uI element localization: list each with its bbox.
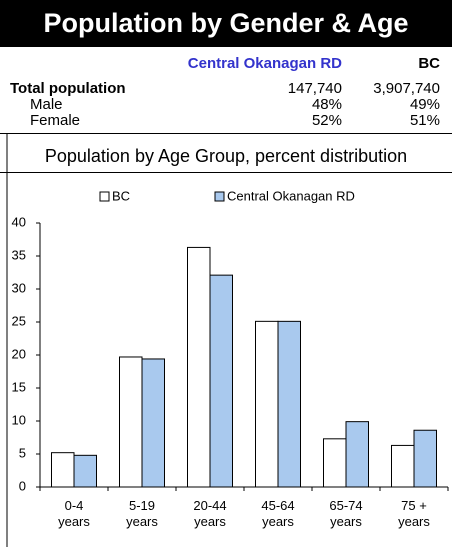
column-header: Central Okanagan RD xyxy=(187,55,342,72)
cell: 48% xyxy=(311,96,342,113)
bar xyxy=(413,429,437,488)
x-tick-label: 20-44 years xyxy=(193,498,227,529)
legend-label: BC xyxy=(112,188,130,203)
bar xyxy=(345,421,369,488)
divider xyxy=(0,172,452,173)
title: Population by Gender & Age xyxy=(0,0,452,47)
bar xyxy=(51,452,75,488)
row-label: Male xyxy=(30,96,63,113)
y-tick-label: 20 xyxy=(12,346,26,361)
bar xyxy=(323,438,347,488)
legend-swatch xyxy=(99,191,110,202)
y-tick-label: 0 xyxy=(19,478,26,493)
cell: 3,907,740 xyxy=(373,80,440,97)
bar xyxy=(255,320,279,488)
y-tick-label: 10 xyxy=(12,412,26,427)
legend-swatch xyxy=(214,191,225,202)
y-tick-label: 25 xyxy=(12,313,26,328)
column-header: BC xyxy=(418,55,440,72)
cell: 52% xyxy=(311,112,342,129)
cell: 49% xyxy=(409,96,440,113)
y-tick-label: 5 xyxy=(19,445,26,460)
chart-title: Population by Age Group, percent distrib… xyxy=(44,146,408,166)
bar xyxy=(391,444,415,488)
y-tick-label: 30 xyxy=(12,280,26,295)
x-tick-label: 75 + years xyxy=(398,498,430,529)
x-tick-label: 65-74 years xyxy=(329,498,363,529)
bar xyxy=(73,454,97,488)
bar xyxy=(277,320,301,488)
y-tick-label: 15 xyxy=(12,379,26,394)
cell: 51% xyxy=(409,112,440,129)
x-tick-label: 5-19 years xyxy=(126,498,158,529)
cell: 147,740 xyxy=(287,80,342,97)
bar xyxy=(119,356,143,488)
bar xyxy=(187,246,211,488)
x-tick-label: 45-64 years xyxy=(261,498,295,529)
bar xyxy=(141,358,165,488)
y-tick-label: 40 xyxy=(12,214,26,229)
row-label: Female xyxy=(30,112,81,129)
x-tick-label: 0-4 years xyxy=(58,498,90,529)
row-label: Total population xyxy=(10,80,126,97)
y-tick-label: 35 xyxy=(12,247,26,262)
bar xyxy=(209,274,233,488)
legend-label: Central Okanagan RD xyxy=(227,188,355,203)
divider xyxy=(0,133,452,134)
